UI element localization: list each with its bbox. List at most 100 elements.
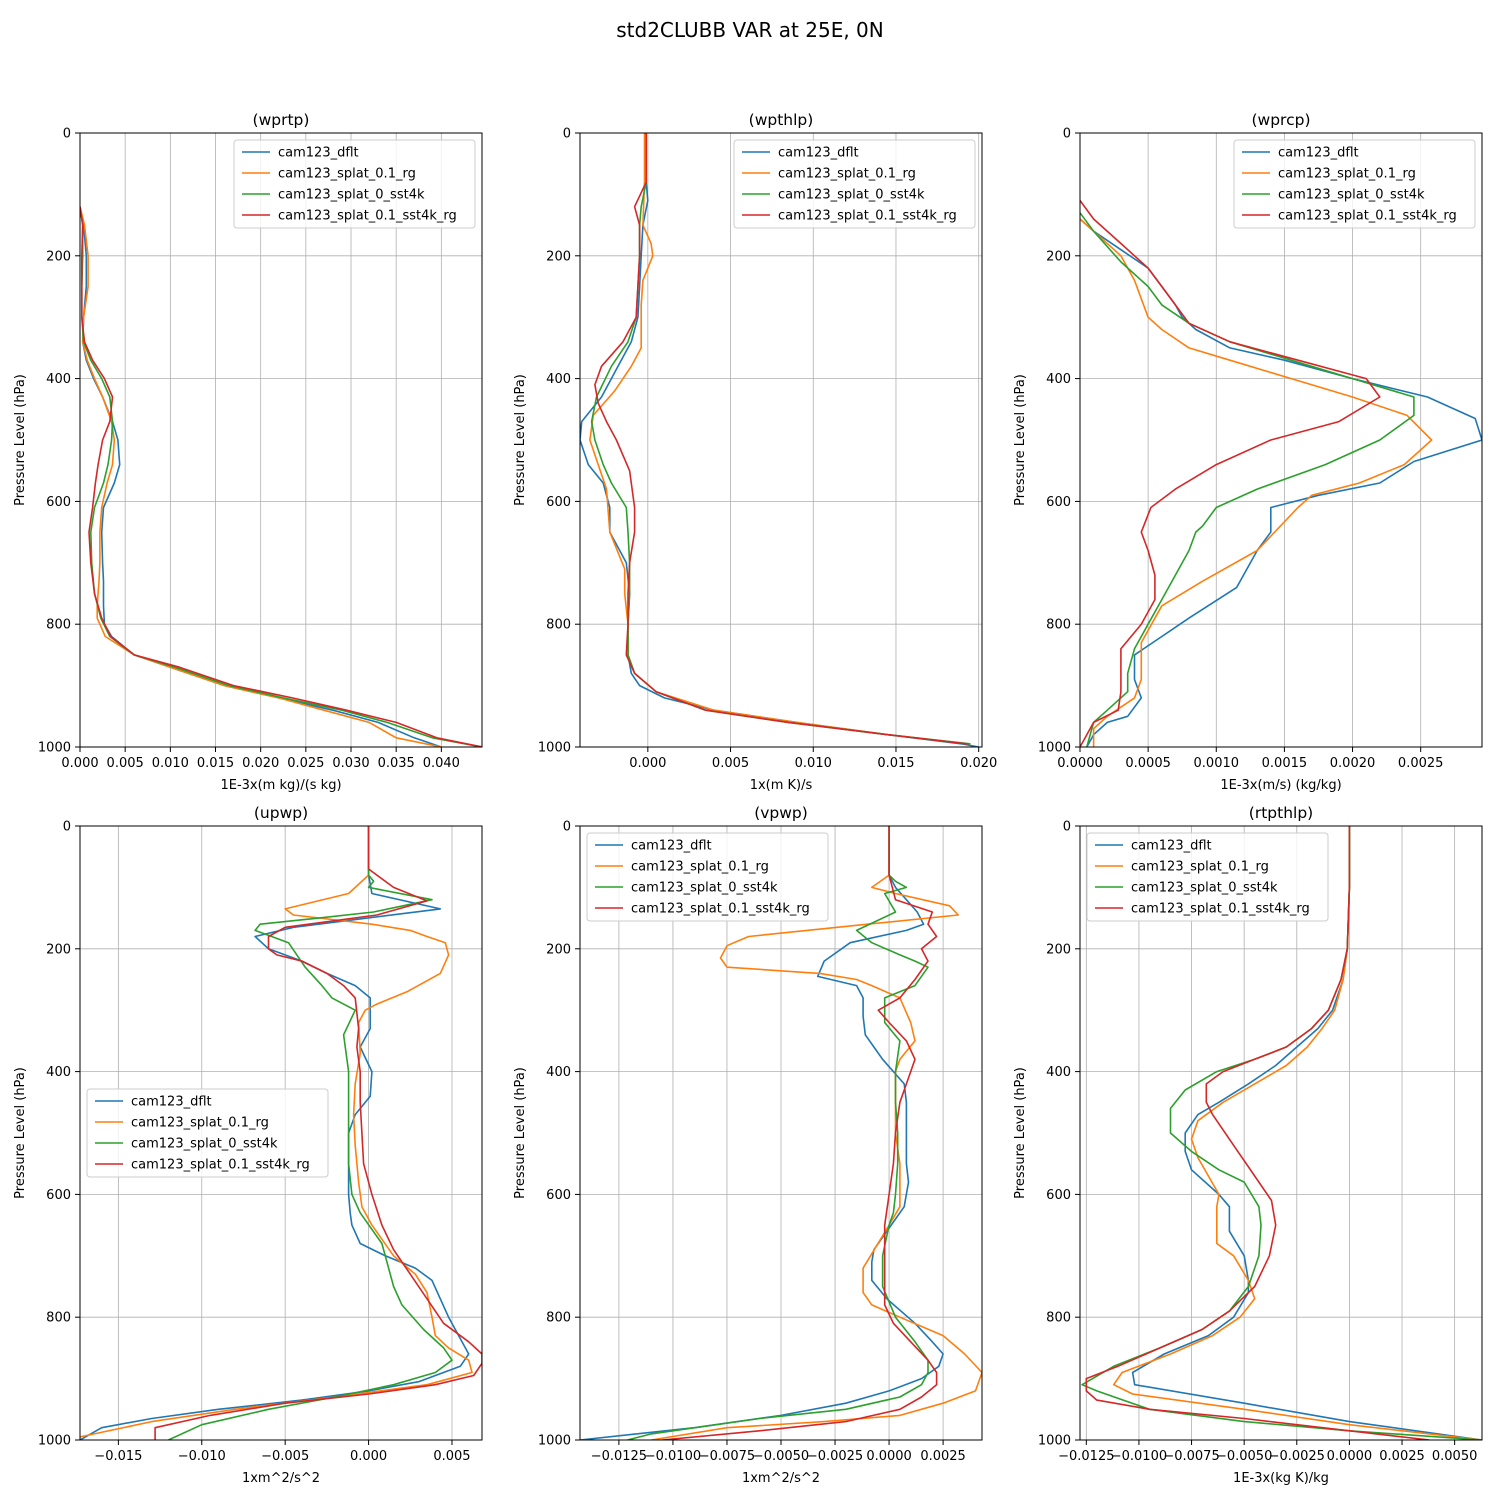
panel-title: (wprcp) <box>1251 111 1310 129</box>
x-axis-label: 1x(m K)/s <box>750 778 813 793</box>
x-tick-label: 0.0015 <box>1262 756 1308 771</box>
legend-label: cam123_splat_0.1_rg <box>278 167 416 182</box>
y-tick-label: 800 <box>1046 618 1071 633</box>
series-line-cam123_splat_0_sst4k <box>168 826 453 1440</box>
legend-frame <box>1233 139 1476 229</box>
series-group <box>80 826 482 1440</box>
y-tick-label: 600 <box>46 1188 71 1203</box>
legend-label: cam123_splat_0_sst4k <box>278 188 425 203</box>
y-tick-label: 0 <box>1063 127 1071 142</box>
x-tick-label: −0.0075 <box>699 1449 755 1464</box>
plot-frame <box>1079 825 1483 1441</box>
legend-label: cam123_splat_0.1_sst4k_rg <box>131 1158 310 1173</box>
legend-label: cam123_splat_0.1_rg <box>131 1116 269 1131</box>
legend: cam123_dflt cam123_splat_0.1_rg cam123_spl… <box>1233 139 1476 229</box>
y-tick-label: 0 <box>563 820 571 835</box>
legend: cam123_dflt cam123_splat_0.1_rg cam123_spl… <box>86 1088 329 1178</box>
x-tick-label: 0.0020 <box>1330 756 1376 771</box>
legend-label: cam123_splat_0_sst4k <box>778 188 925 203</box>
legend-label: cam123_dflt <box>778 146 859 161</box>
legend-label: cam123_splat_0.1_rg <box>1278 167 1416 182</box>
x-tick-label: 0.0050 <box>1432 1449 1478 1464</box>
x-tick-label: 0.010 <box>795 756 832 771</box>
y-axis-label: Pressure Level (hPa) <box>1013 1067 1028 1199</box>
legend-frame <box>1086 832 1329 922</box>
y-tick-label: 400 <box>1046 372 1071 387</box>
figure-title: std2CLUBB VAR at 25E, 0N <box>616 18 884 42</box>
legend-frame <box>86 1088 329 1178</box>
legend: cam123_dflt cam123_splat_0.1_rg cam123_spl… <box>586 832 829 922</box>
legend-label: cam123_splat_0.1_sst4k_rg <box>631 902 810 917</box>
legend-label: cam123_splat_0.1_sst4k_rg <box>1278 209 1457 224</box>
plot-frame <box>1079 132 1483 748</box>
x-tick-label: 0.015 <box>877 756 914 771</box>
panel-wprtp: 0.000 0.005 0.010 0.015 0.020 0.025 0.030 0.035… <box>13 111 483 793</box>
legend-label: cam123_splat_0_sst4k <box>631 881 778 896</box>
x-axis-label: 1E-3x(m/s) (kg/kg) <box>1220 778 1341 793</box>
y-axis-label: Pressure Level (hPa) <box>1013 374 1028 506</box>
series-group <box>1080 200 1482 747</box>
x-axis-label: 1xm^2/s^2 <box>742 1471 820 1486</box>
x-tick-label: 0.015 <box>197 756 234 771</box>
y-tick-label: 0 <box>63 820 71 835</box>
series-line-cam123_splat_0.1_rg <box>1080 218 1433 747</box>
series-line-cam123_splat_0.1_rg <box>80 826 473 1438</box>
legend-frame <box>233 139 476 229</box>
y-tick-label: 800 <box>546 1311 571 1326</box>
y-tick-label: 200 <box>1046 249 1071 264</box>
legend-label: cam123_dflt <box>278 146 359 161</box>
y-tick-label: 600 <box>46 495 71 510</box>
y-tick-label: 1000 <box>38 1434 71 1449</box>
y-tick-label: 600 <box>546 1188 571 1203</box>
x-tick-label: −0.0125 <box>1058 1449 1114 1464</box>
legend-label: cam123_dflt <box>631 839 712 854</box>
series-line-cam123_splat_0_sst4k <box>627 826 929 1440</box>
x-axis-label: 1E-3x(kg K)/kg <box>1233 1471 1329 1486</box>
plot-frame <box>79 132 483 748</box>
legend-label: cam123_splat_0.1_rg <box>631 860 769 875</box>
panel-wpthlp: 0.000 0.005 0.010 0.015 0.020 0 200 400 600 800 10… <box>513 111 997 793</box>
panel-upwp: −0.015 −0.010 −0.005 0.000 0.005 0 200 400 600 80… <box>13 804 483 1486</box>
x-tick-label: 0.005 <box>107 756 144 771</box>
y-tick-label: 600 <box>546 495 571 510</box>
panel-rtpthlp: −0.0125−0.0100−0.0075−0.0050−0.0025 0.000… <box>1013 804 1483 1486</box>
panel-vpwp: −0.0125−0.0100−0.0075−0.0050−0.0025 0.000… <box>513 804 983 1486</box>
series-line-cam123_splat_0.1_sst4k_rg <box>154 826 482 1440</box>
plot-frame <box>79 825 483 1441</box>
y-tick-label: 1000 <box>538 741 571 756</box>
x-tick-label: 0.0005 <box>1125 756 1171 771</box>
legend: cam123_dflt cam123_splat_0.1_rg cam123_spl… <box>233 139 476 229</box>
y-axis-label: Pressure Level (hPa) <box>513 1067 528 1199</box>
legend-label: cam123_splat_0.1_sst4k_rg <box>278 209 457 224</box>
panel-wprcp: 0.0000 0.0005 0.0010 0.0015 0.0020 0.0025 0 200… <box>1013 111 1483 793</box>
y-tick-label: 400 <box>46 372 71 387</box>
x-tick-label: −0.0025 <box>1269 1449 1325 1464</box>
x-tick-label: 0.0000 <box>866 1449 912 1464</box>
y-tick-label: 1000 <box>38 741 71 756</box>
panels: 0.000 0.005 0.010 0.015 0.020 0.025 0.030 0.035… <box>13 111 1483 1486</box>
series-line-cam123_splat_0.1_rg <box>1112 826 1482 1440</box>
panel-title: (rtpthlp) <box>1249 804 1313 822</box>
x-tick-label: 0.035 <box>378 756 415 771</box>
y-tick-label: 400 <box>1046 1065 1071 1080</box>
panel-title: (upwp) <box>254 804 308 822</box>
y-tick-label: 200 <box>546 942 571 957</box>
x-tick-label: −0.0100 <box>645 1449 701 1464</box>
y-tick-label: 1000 <box>1038 1434 1071 1449</box>
series-line-cam123_splat_0_sst4k <box>1080 212 1415 747</box>
y-tick-label: 800 <box>546 618 571 633</box>
y-tick-label: 200 <box>46 249 71 264</box>
y-tick-label: 0 <box>63 127 71 142</box>
series-group <box>1081 826 1482 1440</box>
series-line-cam123_splat_0.1_sst4k_rg <box>1080 200 1381 747</box>
x-tick-label: 0.025 <box>287 756 324 771</box>
x-axis-label: 1xm^2/s^2 <box>242 1471 320 1486</box>
legend-label: cam123_splat_0_sst4k <box>1131 881 1278 896</box>
y-tick-label: 800 <box>1046 1311 1071 1326</box>
series-line-cam123_dflt <box>580 826 944 1440</box>
legend: cam123_dflt cam123_splat_0.1_rg cam123_spl… <box>1086 832 1329 922</box>
legend-label: cam123_splat_0.1_sst4k_rg <box>1131 902 1310 917</box>
x-axis-label: 1E-3x(m kg)/(s kg) <box>220 778 341 793</box>
x-tick-label: −0.015 <box>94 1449 142 1464</box>
series-line-cam123_splat_0.1_sst4k_rg <box>662 826 938 1440</box>
